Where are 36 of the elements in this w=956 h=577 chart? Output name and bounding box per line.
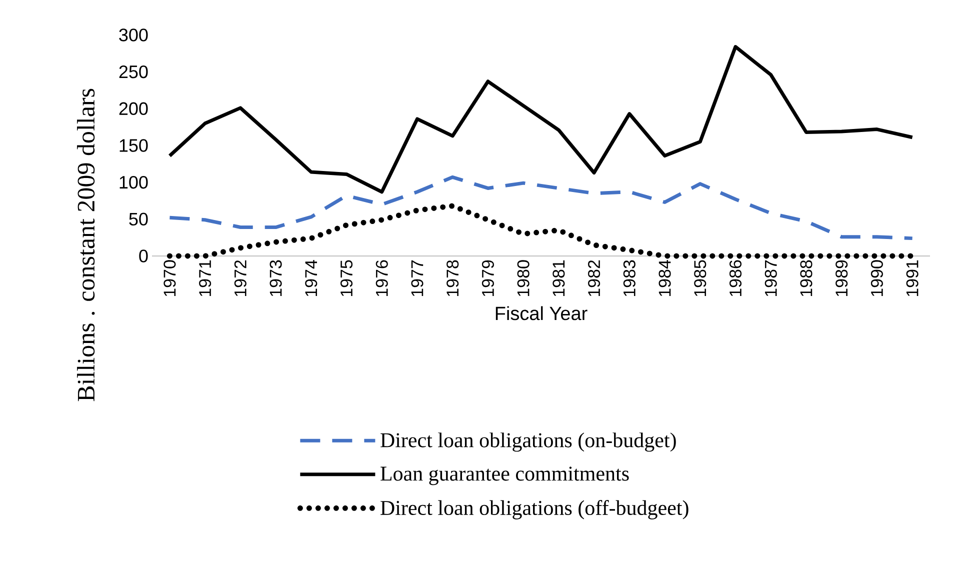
legend-label: Loan guarantee commitments [380,466,629,486]
x-tick-label: 1983 [623,260,636,296]
y-axis-title: Billions . constant 2009 dollars [77,88,95,402]
y-tick-label: 100 [120,176,148,189]
x-tick-label: 1977 [411,260,424,296]
x-tick-label: 1971 [199,260,212,296]
x-tick-label: 1988 [800,260,812,296]
x-tick-label: 1991 [906,260,918,296]
x-tick-label: 1981 [552,260,565,296]
x-tick-label: 1976 [376,260,388,296]
x-tick-label: 1986 [729,260,742,296]
line-series [168,175,914,240]
x-tick-label: 1978 [446,260,459,296]
y-tick-label: 300 [119,28,148,42]
x-tick-label: 1974 [305,260,318,296]
y-tick-label: 0 [139,250,148,262]
x-tick-label: 1973 [270,260,282,296]
legend-label: Direct loan obligations (on-budget) [380,432,676,452]
x-tick-label: 1987 [764,260,777,296]
x-tick-label: 1982 [588,260,600,296]
x-tick-label: 1980 [517,260,530,296]
legend-label: Direct loan obligations (off-budgeet) [380,500,688,520]
y-tick-label: 200 [119,102,148,116]
x-tick-label: 1985 [694,260,706,296]
x-tick-label: 1989 [836,260,848,296]
y-tick-label: 250 [119,65,148,78]
x-tick-label: 1972 [234,260,246,296]
y-tick-label: 50 [129,212,148,226]
x-tick-label: 1984 [658,260,671,296]
y-tick-label: 150 [120,139,148,152]
x-tick-label: 1975 [340,260,353,296]
x-axis-title: Fiscal Year [496,306,588,320]
x-tick-label: 1970 [164,260,176,296]
x-tick-label: 1979 [482,260,494,296]
x-tick-label: 1990 [870,260,883,296]
line-series [168,45,914,194]
